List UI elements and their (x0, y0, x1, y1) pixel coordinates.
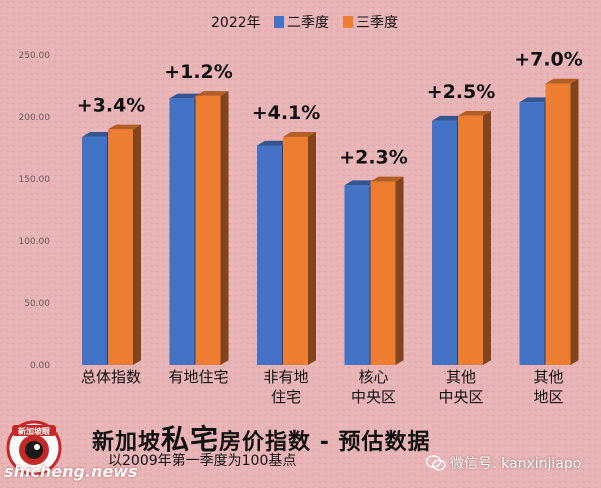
percent-annotation: +4.1% (252, 102, 321, 124)
percent-annotation: +2.3% (339, 146, 408, 168)
bar-q3-4 (458, 110, 491, 366)
category-label: 住宅 (271, 388, 301, 406)
percent-annotation: +1.2% (164, 61, 233, 83)
legend-prefix: 2022年 (211, 15, 261, 31)
bar-top (519, 97, 553, 103)
bar-top (432, 115, 465, 121)
bar-q3-0 (108, 124, 141, 365)
watermark-right: 微信号: kanxinjiapo (426, 453, 581, 473)
bar-side (483, 110, 491, 366)
category-label: 中央区 (351, 388, 396, 406)
bar-top (169, 93, 203, 99)
bar-side (570, 78, 579, 365)
category-label: 中央区 (438, 388, 483, 406)
legend-swatch-q3 (343, 16, 353, 28)
legend-label-q3: 三季度 (356, 15, 398, 31)
y-tick-label: 50.00 (24, 299, 50, 309)
logo-seal: 新加坡眼 (6, 420, 62, 476)
percent-annotation: +3.4% (77, 94, 146, 116)
wechat-icon (426, 455, 446, 471)
bar-q3-5 (545, 78, 579, 366)
bar-q3-3 (370, 176, 404, 365)
bar-top (108, 124, 141, 130)
category-label: 核心 (358, 368, 388, 386)
bar-top (344, 180, 378, 186)
bar-top (458, 110, 491, 116)
bar-front (283, 136, 308, 365)
bar-side (220, 91, 229, 366)
bar-top (195, 91, 229, 96)
watermark-right-text: 微信号: kanxinjiapo (450, 456, 582, 472)
footer-title-part2: 私宅 (161, 423, 220, 456)
bar-top (545, 78, 579, 84)
bar-front (458, 115, 483, 365)
logo-text: 新加坡眼 (18, 426, 50, 436)
legend-label-q2: 二季度 (287, 15, 329, 31)
footer-subtitle: 以2009年第一季度为100基点 (108, 453, 297, 469)
bar-front (108, 129, 133, 365)
bar-top (257, 140, 290, 146)
bar-side (308, 132, 316, 365)
bar-front (519, 102, 545, 366)
bar-q3-1 (195, 91, 229, 366)
category-label: 总体指数 (81, 368, 141, 386)
bar-front (195, 95, 221, 366)
y-tick-label: 100.00 (19, 237, 51, 247)
bar-front (344, 185, 370, 365)
y-axis: 0.00 50.00 100.00 150.00 200.00 250.00 (19, 51, 51, 371)
footer-title-part3: 房价指数 - 预估数据 (219, 430, 431, 455)
footer-title: 新加坡私宅房价指数 - 预估数据 (92, 418, 430, 458)
footer-title-part1: 新加坡 (92, 430, 162, 455)
category-label: 其他 (446, 368, 476, 386)
bars (82, 78, 579, 366)
bar-q3-2 (283, 132, 316, 365)
bar-side (133, 124, 141, 365)
percent-annotation: +2.5% (427, 81, 496, 103)
bar-front (257, 145, 282, 365)
bar-top (370, 176, 404, 182)
bar-front (370, 181, 396, 365)
category-label: 其他 (533, 368, 563, 386)
bar-front (82, 136, 107, 365)
bar-front (169, 98, 195, 366)
y-tick-label: 0.00 (30, 361, 50, 371)
y-tick-label: 200.00 (19, 113, 51, 123)
watermark-left: shicheng.news (4, 462, 138, 481)
category-label: 地区 (533, 388, 563, 406)
bar-front (432, 120, 457, 365)
bar-top (283, 132, 316, 137)
category-label: 非有地 (263, 368, 308, 386)
y-tick-label: 150.00 (19, 175, 51, 185)
bar-front (545, 83, 571, 366)
bar-top (82, 132, 115, 137)
y-tick-label: 250.00 (19, 51, 51, 61)
bar-side (395, 176, 404, 365)
legend: 2022年 二季度 三季度 (211, 15, 398, 31)
legend-swatch-q2 (274, 16, 284, 28)
percent-annotations: +3.4% +1.2% +4.1% +2.3% +2.5% +7.0% (77, 49, 583, 169)
category-label: 有地住宅 (168, 368, 228, 386)
percent-annotation: +7.0% (514, 49, 583, 71)
